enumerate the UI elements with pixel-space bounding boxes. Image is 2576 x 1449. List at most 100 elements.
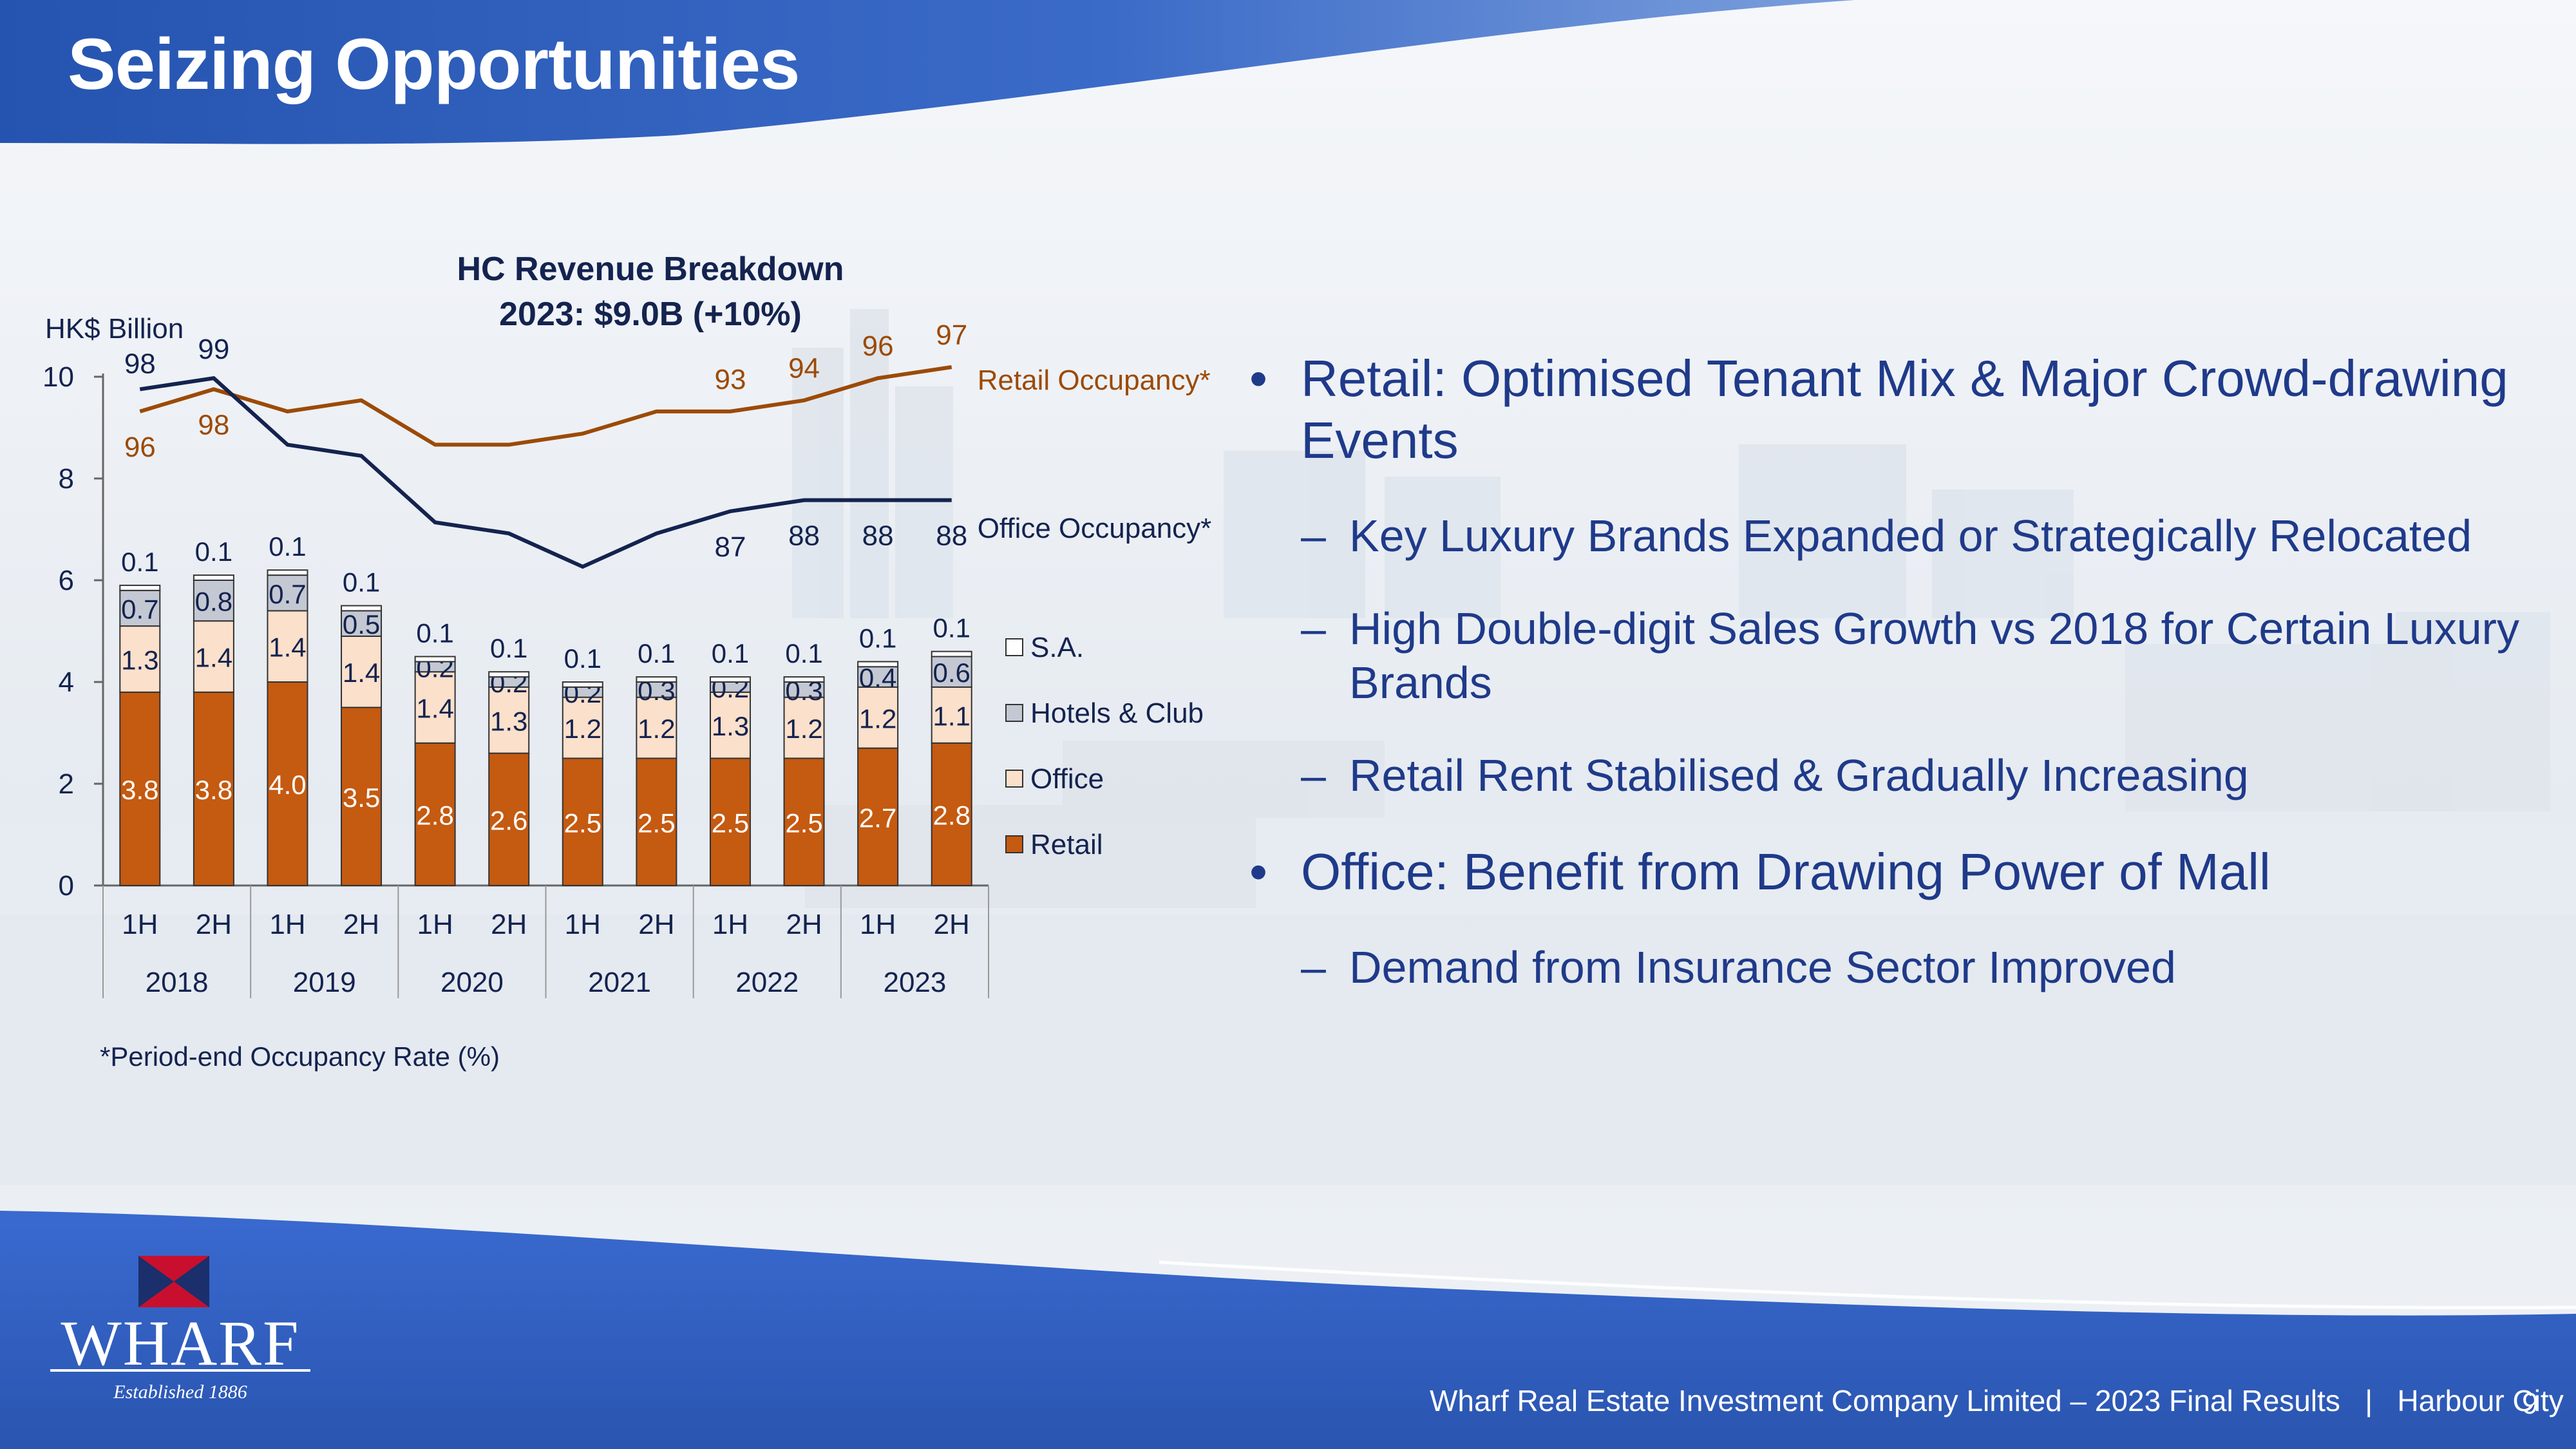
bar-segment-s-a-	[857, 661, 899, 668]
bar-segment-s-a-	[783, 676, 825, 683]
bar-segment-office	[414, 671, 456, 744]
retail-occupancy-label: 94	[788, 353, 820, 384]
sub-bullet-text: Demand from Insurance Sector Improved	[1349, 942, 2176, 992]
y-tick-label: 2	[59, 768, 74, 800]
bar-segment-retail	[414, 742, 456, 887]
bar-value-label: 3.5	[343, 782, 380, 813]
legend-label: S.A.	[1030, 632, 1084, 663]
legend-swatch	[1005, 638, 1023, 656]
bar-value-label: 0.1	[343, 567, 380, 598]
bar-value-label: 0.5	[343, 609, 380, 639]
bar-segment-hotels-club	[857, 666, 899, 688]
sub-bullet-marker: –	[1301, 750, 1326, 800]
y-tick-label: 6	[59, 565, 74, 596]
retail-occupancy-label: 96	[124, 431, 156, 463]
x-group-label: 2021	[588, 967, 651, 998]
x-category-label: 1H	[860, 909, 896, 940]
bullet-office: • Office: Benefit from Drawing Power of M…	[1249, 841, 2550, 903]
bullet-retail: • Retail: Optimised Tenant Mix & Major Cr…	[1249, 348, 2550, 471]
office-occupancy-label: 88	[862, 520, 894, 552]
x-category-label: 2H	[786, 909, 822, 940]
bar-value-label: 0.1	[121, 547, 158, 577]
bullet-list: • Retail: Optimised Tenant Mix & Major Cr…	[1249, 348, 2550, 1033]
bar-segment-office	[783, 696, 825, 759]
bar-value-label: 1.4	[343, 658, 380, 688]
office-occupancy-series-name: Office Occupancy*	[978, 513, 1212, 544]
x-group-label: 2020	[440, 967, 504, 998]
chart-title: HC Revenue Breakdown	[457, 251, 844, 288]
bar-segment-s-a-	[267, 569, 308, 576]
logo-wordmark: WHARF	[61, 1307, 300, 1379]
bar-segment-s-a-	[488, 671, 530, 678]
bar-value-label: 2.5	[638, 808, 675, 838]
bar-segment-office	[857, 686, 899, 749]
bar-value-label: 0.1	[638, 638, 675, 668]
x-category-label: 2H	[343, 909, 379, 940]
logo-tagline: Established 1886	[113, 1381, 247, 1403]
bar-value-label: 4.0	[269, 770, 306, 800]
bar-value-label: 0.6	[933, 658, 971, 688]
y-tick-label: 4	[59, 667, 74, 698]
bar-value-label: 1.2	[564, 714, 601, 744]
sub-bullet-marker: –	[1301, 511, 1326, 561]
bar-value-label: 2.5	[785, 808, 822, 838]
slide-title: Seizing Opportunities	[68, 24, 800, 104]
sub-bullet-marker: –	[1301, 942, 1326, 992]
y-tick-label: 10	[43, 361, 74, 393]
retail-occupancy-label: 93	[714, 364, 746, 395]
bar-value-label: 1.2	[785, 714, 822, 744]
retail-occupancy-label: 98	[198, 409, 229, 440]
y-axis-unit: HK$ Billion	[45, 313, 184, 345]
footer-text: Wharf Real Estate Investment Company Lim…	[1430, 1384, 2564, 1417]
bar-value-label: 0.1	[195, 536, 232, 567]
bar-segment-s-a-	[636, 676, 677, 683]
legend-swatch	[1005, 704, 1023, 722]
x-category-label: 2H	[491, 909, 527, 940]
bar-segment-s-a-	[119, 584, 161, 591]
retail-occupancy-series-name: Retail Occupancy*	[978, 365, 1211, 396]
sub-bullet-marker: –	[1301, 603, 1326, 654]
office-occupancy-label: 88	[788, 520, 820, 552]
bar-value-label: 3.8	[195, 775, 232, 805]
bar-segment-office	[341, 635, 383, 708]
sub-bullet-text: Retail Rent Stabilised & Gradually Incre…	[1349, 750, 2249, 800]
bar-value-label: 0.7	[269, 579, 306, 609]
legend-label: Office	[1030, 763, 1104, 795]
wharf-logo: WHARF Established 1886	[45, 1249, 316, 1417]
chart-subtitle: 2023: $9.0B (+10%)	[499, 296, 802, 333]
office-occupancy-label: 99	[198, 334, 229, 365]
bar-value-label: 2.5	[564, 808, 601, 838]
bar-segment-s-a-	[193, 574, 234, 581]
wharf-flag-icon	[138, 1256, 209, 1307]
bar-value-label: 0.7	[121, 594, 158, 624]
sub-bullet: – High Double-digit Sales Growth vs 2018 …	[1249, 601, 2550, 710]
bar-value-label: 1.3	[490, 706, 527, 736]
legend-label: Hotels & Club	[1030, 697, 1204, 729]
x-category-label: 1H	[417, 909, 453, 940]
bar-segment-hotels-club	[931, 656, 972, 688]
bar-segment-office	[193, 620, 234, 693]
bar-segment-hotels-club	[119, 589, 161, 627]
bar-value-label: 2.6	[490, 805, 527, 835]
x-category-label: 1H	[712, 909, 748, 940]
legend-swatch	[1005, 770, 1023, 788]
bar-segment-retail	[931, 742, 972, 887]
office-occupancy-line	[139, 376, 952, 569]
bar-value-label: 0.1	[933, 613, 971, 643]
page-number: 9	[2522, 1387, 2539, 1420]
bar-value-label: 2.8	[416, 800, 453, 830]
bullet-marker: •	[1249, 350, 1268, 407]
bar-value-label: 1.3	[121, 645, 158, 675]
bar-value-label: 1.4	[416, 694, 453, 724]
bar-value-label: 0.1	[490, 633, 527, 663]
bar-value-label: 2.8	[933, 800, 971, 830]
bar-value-label: 1.1	[933, 701, 971, 731]
bar-value-label: 2.7	[859, 802, 896, 833]
x-category-label: 1H	[122, 909, 158, 940]
bar-value-label: 1.2	[638, 714, 675, 744]
bar-segment-s-a-	[709, 676, 751, 683]
bar-segment-office	[488, 686, 530, 754]
bullet-marker: •	[1249, 843, 1268, 900]
